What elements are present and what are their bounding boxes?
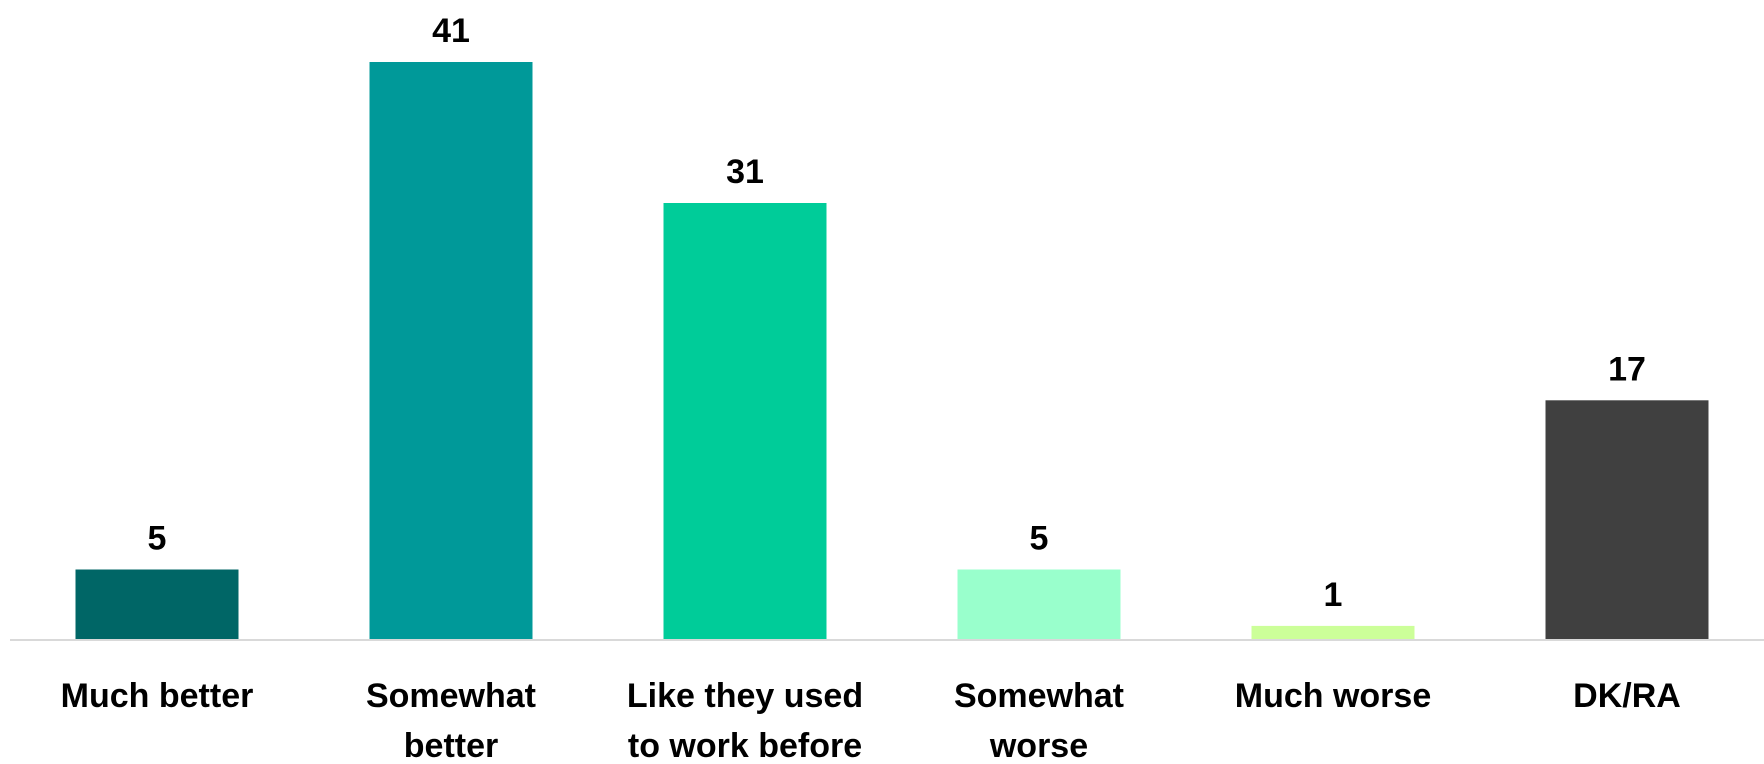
category-label-3: Somewhat worse xyxy=(954,677,1124,764)
category-label-5-line-0: DK/RA xyxy=(1573,677,1681,715)
value-label-3: 5 xyxy=(1030,520,1049,558)
value-label-1: 41 xyxy=(432,12,470,50)
value-label-2: 31 xyxy=(726,153,764,191)
bar-4 xyxy=(1251,625,1415,640)
category-label-1: Somewhat better xyxy=(366,677,536,764)
value-label-5: 17 xyxy=(1608,350,1646,388)
category-label-5: DK/RA xyxy=(1573,677,1681,715)
category-label-3-line-0: Somewhat xyxy=(954,677,1124,715)
category-label-4-line-0: Much worse xyxy=(1235,677,1431,715)
value-labels-group: 5 41 31 5 1 17 xyxy=(148,12,1646,614)
bar-5 xyxy=(1545,400,1709,640)
value-label-0: 5 xyxy=(148,520,167,558)
category-label-2-line-0: Like they used xyxy=(627,677,863,715)
bar-1 xyxy=(369,62,533,640)
category-label-1-line-0: Somewhat xyxy=(366,677,536,715)
category-label-3-line-1: worse xyxy=(989,727,1088,764)
bar-3 xyxy=(957,569,1121,640)
category-label-0-line-0: Much better xyxy=(61,677,254,715)
category-labels-group: Much better Somewhat better Like they used t… xyxy=(61,677,1681,764)
value-label-4: 1 xyxy=(1324,576,1343,614)
bar-2 xyxy=(663,203,827,640)
category-label-2: Like they used to work before xyxy=(627,677,863,764)
category-label-0: Much better xyxy=(61,677,254,715)
bar-0 xyxy=(75,569,239,640)
category-label-1-line-1: better xyxy=(404,727,498,764)
category-label-2-line-1: to work before xyxy=(628,727,862,764)
bars-group xyxy=(75,62,1709,640)
category-label-4: Much worse xyxy=(1235,677,1431,715)
